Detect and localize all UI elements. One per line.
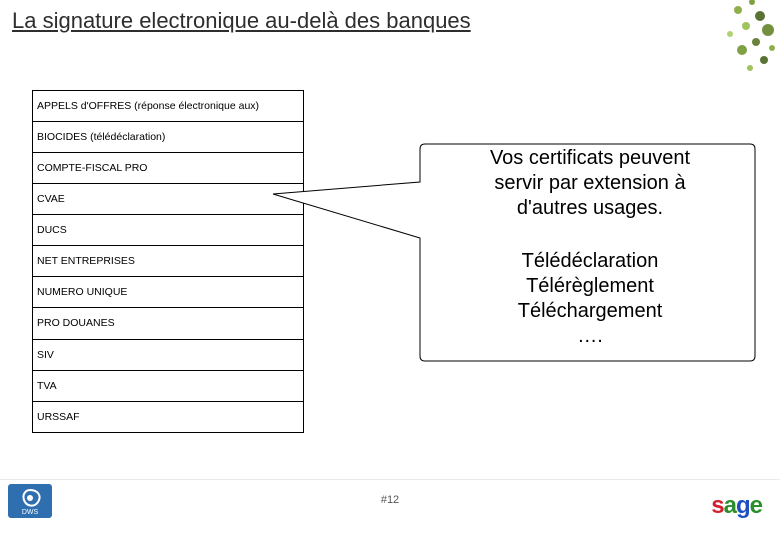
page-title: La signature electronique au-delà des ba… (12, 8, 471, 34)
callout-sub-text: TélédéclarationTélérèglementTéléchargeme… (440, 249, 740, 349)
divider (0, 479, 780, 480)
table-row: TVA (33, 371, 303, 402)
table-row: SIV (33, 340, 303, 371)
sage-logo: sage (711, 492, 762, 520)
callout: Vos certificats peuventservir par extens… (265, 138, 760, 398)
page-number: #12 (381, 494, 399, 506)
table-row: CVAE (33, 184, 303, 215)
table-row: PRO DOUANES (33, 308, 303, 339)
table-row: NET ENTREPRISES (33, 246, 303, 277)
dws-logo: DWS (8, 484, 52, 518)
usage-table: APPELS d'OFFRES (réponse électronique au… (32, 90, 304, 433)
table-row: APPELS d'OFFRES (réponse électronique au… (33, 91, 303, 122)
table-row: URSSAF (33, 402, 303, 433)
svg-text:DWS: DWS (22, 509, 39, 516)
table-row: NUMERO UNIQUE (33, 277, 303, 308)
corner-decoration (660, 0, 780, 80)
table-row: COMPTE-FISCAL PRO (33, 153, 303, 184)
table-row: BIOCIDES (télédéclaration) (33, 122, 303, 153)
callout-main-text: Vos certificats peuventservir par extens… (440, 146, 740, 221)
table-row: DUCS (33, 215, 303, 246)
